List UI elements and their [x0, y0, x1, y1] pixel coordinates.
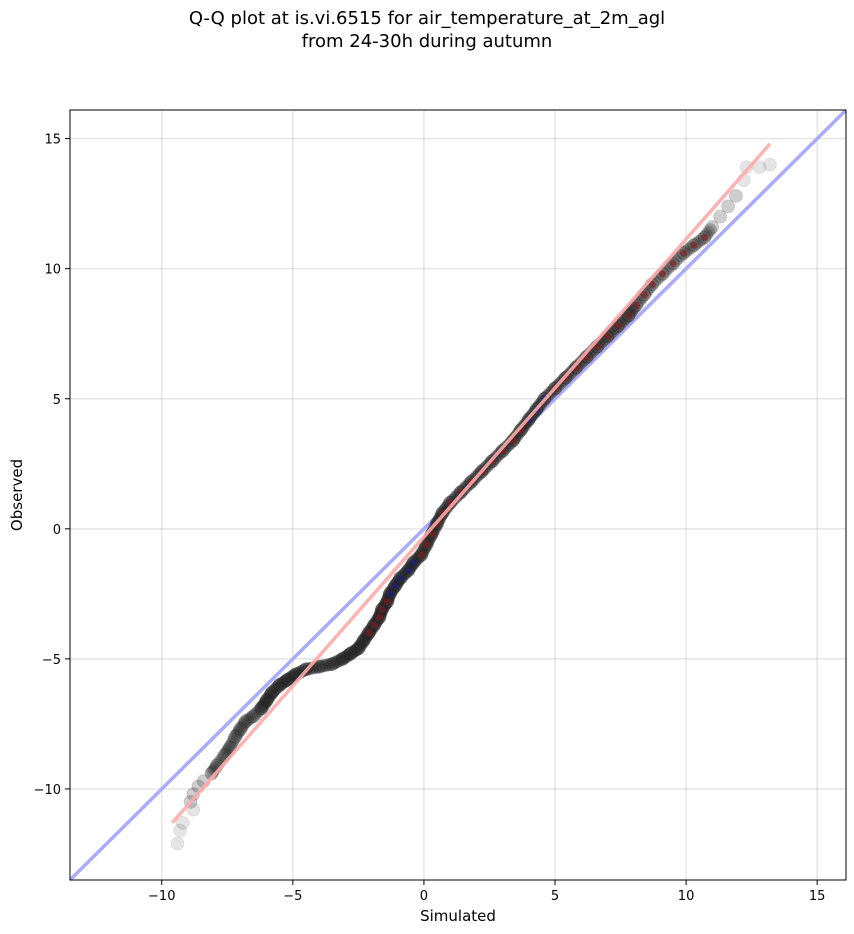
- x-tick-label: 5: [551, 889, 559, 904]
- highlighted-quantile-point: [690, 241, 698, 249]
- grid: [70, 110, 846, 880]
- highlighted-quantile-point: [669, 259, 677, 267]
- quantile-point: [186, 802, 201, 817]
- quantile-point: [245, 710, 259, 724]
- y-tick-label: −10: [34, 783, 61, 798]
- fit-layer: [170, 142, 772, 824]
- quantile-point: [237, 716, 251, 730]
- x-axis-label: Simulated: [420, 907, 496, 925]
- highlighted-quantile-point: [404, 566, 412, 574]
- highlighted-quantile-point: [640, 291, 648, 299]
- highlighted-quantile-point: [417, 551, 425, 559]
- x-tick-label: −10: [148, 889, 175, 904]
- y-tick-label: 10: [44, 263, 61, 278]
- x-tick-label: −5: [283, 889, 302, 904]
- highlighted-quantile-point: [614, 322, 622, 330]
- quantile-point: [229, 728, 243, 742]
- highlighted-quantile-point: [370, 621, 378, 629]
- quantile-point: [325, 657, 340, 672]
- x-tick-label: 15: [809, 889, 826, 904]
- quantile-point: [243, 712, 257, 726]
- quantile-point: [175, 815, 190, 830]
- quantile-point: [227, 733, 241, 747]
- highlighted-quantile-point: [624, 312, 632, 320]
- highlighted-quantile-point: [423, 540, 431, 548]
- highlighted-quantile-point: [679, 249, 687, 257]
- highlighted-quantile-point: [603, 332, 611, 340]
- quantile-point: [241, 713, 255, 727]
- quantile-point: [713, 209, 728, 224]
- quantile-point: [739, 160, 754, 175]
- quantile-point: [752, 160, 767, 175]
- quantile-point: [224, 738, 238, 752]
- quantile-point: [315, 659, 329, 673]
- quantile-point: [170, 836, 185, 851]
- quantile-point: [232, 724, 246, 738]
- highlighted-quantile-point: [409, 559, 417, 567]
- highlighted-quantile-point: [658, 270, 666, 278]
- quantile-point: [233, 722, 248, 737]
- quantile-point: [228, 729, 243, 744]
- highlighted-quantile-point: [378, 605, 386, 613]
- quantile-point: [721, 199, 736, 214]
- x-tick-label: 0: [420, 889, 428, 904]
- fit-line: [170, 142, 772, 824]
- ticks: −10 −5 0 5 10 15 −10 −5 0 5 10 15: [34, 133, 826, 904]
- x-tick-label: 10: [678, 889, 695, 904]
- highlighted-quantile-point: [700, 233, 708, 241]
- y-axis-label: Observed: [8, 459, 26, 531]
- quantile-point: [173, 823, 188, 838]
- quantile-point: [703, 223, 717, 237]
- highlighted-quantile-point: [648, 280, 656, 288]
- quantile-point: [231, 726, 245, 740]
- y-tick-label: 0: [53, 523, 61, 538]
- y-tick-label: −5: [42, 653, 61, 668]
- highlighted-quantile-point: [632, 301, 640, 309]
- highlighted-quantile-point: [391, 582, 399, 590]
- highlighted-quantile-point: [386, 590, 394, 598]
- quantile-point: [235, 720, 249, 734]
- quantile-point: [312, 659, 327, 674]
- highlighted-quantile-point: [365, 629, 373, 637]
- highlighted-quantile-point: [375, 613, 383, 621]
- quantile-point: [226, 735, 240, 749]
- quantile-point: [238, 714, 253, 729]
- y-tick-label: 15: [44, 133, 61, 148]
- highlighted-quantile-point: [383, 598, 391, 606]
- plot-frame: [69, 109, 847, 881]
- y-tick-label: 5: [53, 393, 61, 408]
- chart-title: Q-Q plot at is.vi.6515 for air_temperatu…: [188, 8, 666, 29]
- quantile-point: [705, 220, 720, 235]
- colored-layer: [365, 233, 708, 637]
- quantile-point: [728, 188, 743, 203]
- highlighted-quantile-point: [396, 574, 404, 582]
- chart-subtitle: from 24-30h during autumn: [301, 31, 553, 52]
- quantile-point: [762, 157, 777, 172]
- quantile-point: [236, 718, 250, 732]
